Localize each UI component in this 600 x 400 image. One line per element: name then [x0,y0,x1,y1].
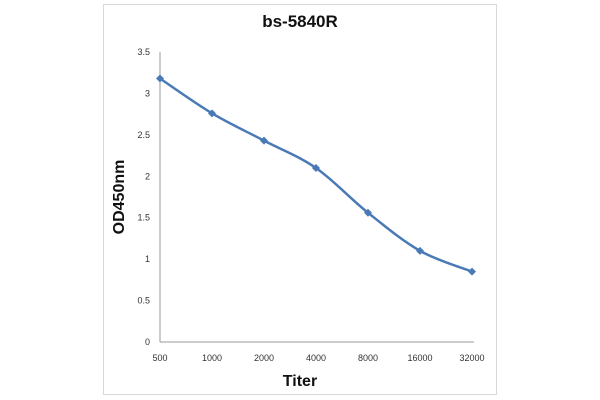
y-tick-label: 0 [145,337,150,347]
x-tick-label: 32000 [459,353,484,363]
data-point-marker [312,164,320,172]
y-tick-label: 2 [145,171,150,181]
data-point-marker [416,246,424,255]
y-tick-label: 3.5 [137,47,150,57]
data-point-marker [260,136,268,145]
y-tick-label: 0.5 [137,296,150,306]
y-tick-label: 1.5 [137,213,150,223]
data-point-marker [468,267,476,276]
data-point-marker [208,109,216,118]
chart-frame [103,4,497,395]
y-tick-label: 3 [145,88,150,98]
chart-title: bs-5840R [262,12,338,31]
x-tick-label: 4000 [306,353,326,363]
x-tick-label: 16000 [407,353,432,363]
data-point-marker [156,74,164,83]
y-tick-label: 2.5 [137,130,150,140]
data-point-marker [364,208,372,217]
x-axis-label: Titer [283,373,317,390]
x-tick-label: 8000 [358,353,378,363]
y-tick-label: 1 [145,254,150,264]
y-axis-label: OD450nm [111,160,128,235]
series-line [159,77,473,273]
x-tick-label: 500 [152,353,167,363]
x-tick-label: 1000 [202,353,222,363]
x-tick-label: 2000 [254,353,274,363]
